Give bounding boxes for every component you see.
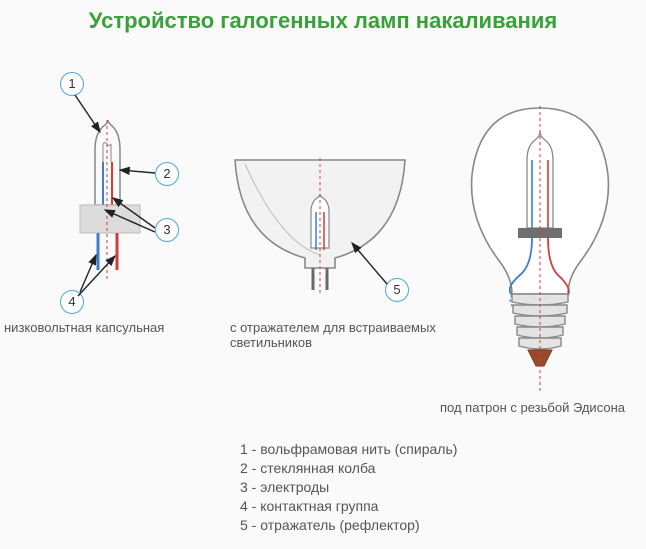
edison-lamp-diagram — [450, 100, 630, 400]
legend: 1 - вольфрамовая нить (спираль) 2 - стек… — [240, 440, 457, 534]
legend-item: 5 - отражатель (рефлектор) — [240, 516, 457, 535]
legend-item: 3 - электроды — [240, 478, 457, 497]
caption-capsule: низковольтная капсульная — [4, 320, 204, 335]
caption-edison: под патрон с резьбой Эдисона — [440, 400, 646, 415]
callout-arrow-reflector — [0, 0, 430, 320]
caption-reflector: с отражателем для встраиваемых светильни… — [230, 320, 440, 350]
legend-item: 2 - стеклянная колба — [240, 459, 457, 478]
legend-item: 1 - вольфрамовая нить (спираль) — [240, 440, 457, 459]
legend-item: 4 - контактная группа — [240, 497, 457, 516]
